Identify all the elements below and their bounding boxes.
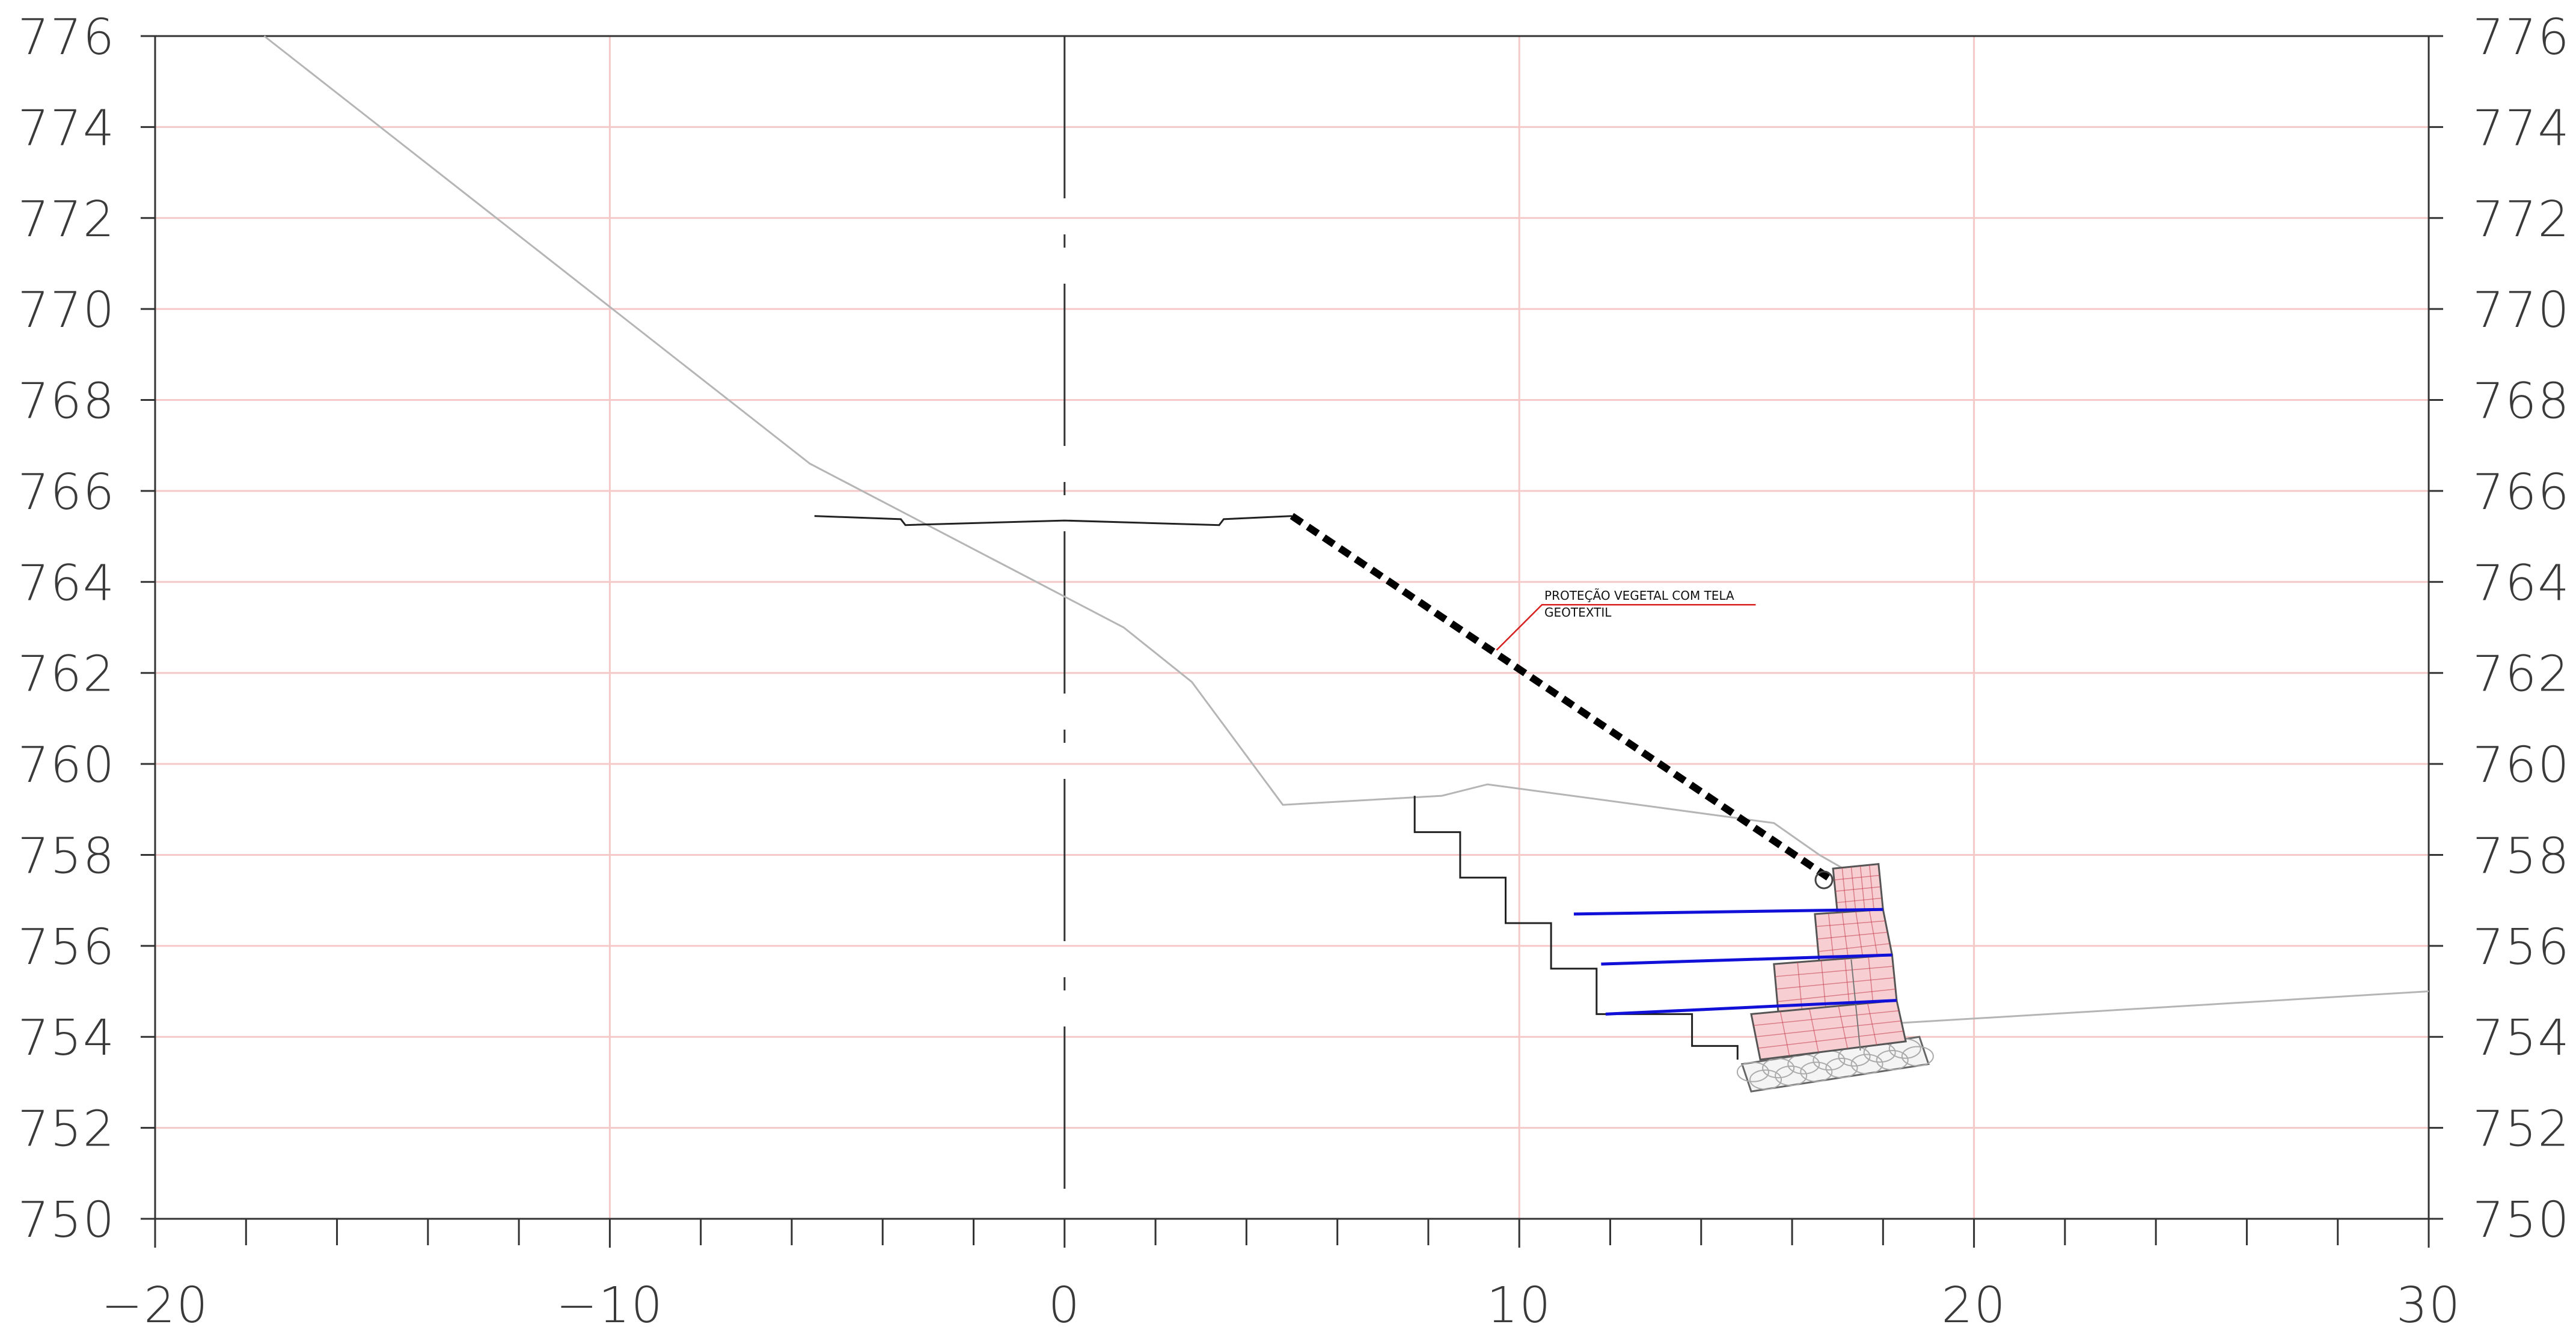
annotation-line-2: GEOTEXTIL	[1544, 605, 1612, 620]
platform-profile-line	[814, 515, 1293, 526]
x-tick-label: 0	[1048, 1277, 1081, 1333]
slope-protection-line	[1290, 513, 1831, 881]
y-tick-label-left: 750	[17, 1192, 115, 1249]
annotation-line-1: PROTEÇÃO VEGETAL COM TELA	[1544, 588, 1734, 603]
gabion-mesh-line	[1816, 920, 1886, 927]
y-tick-label-right: 754	[2473, 1010, 2571, 1067]
gabion-mesh-line	[1758, 1031, 1904, 1049]
y-tick-label-right: 766	[2473, 464, 2571, 521]
y-tick-label-right: 760	[2473, 737, 2571, 794]
foundation-stone	[1762, 1058, 1795, 1079]
y-tick-label-right: 776	[2473, 9, 2571, 66]
drain-pipe	[1814, 870, 1834, 889]
axes: 750 750 752 752 754 754 756 756 758 758 760 760 762 7…	[17, 9, 2571, 1334]
section-geometry	[263, 35, 2429, 1219]
annotation: PROTEÇÃO VEGETAL COM TELA GEOTEXTIL	[1496, 588, 1756, 651]
y-tick-label-left: 764	[17, 555, 115, 612]
gabion-mesh-line	[1834, 874, 1880, 880]
x-tick-label: 10	[1487, 1277, 1552, 1333]
x-tick-label: 30	[2396, 1277, 2461, 1333]
y-tick-label-left: 754	[17, 1010, 115, 1067]
gabion-mesh-line	[1755, 1020, 1901, 1037]
y-tick-label-right: 774	[2473, 100, 2571, 157]
foundation-stone	[1901, 1046, 1934, 1067]
y-tick-label-left: 756	[17, 919, 115, 976]
reinforcement-layer	[1601, 953, 1892, 966]
foundation-stone	[1876, 1050, 1909, 1071]
x-tick-label: −10	[556, 1277, 664, 1333]
y-tick-label-right: 772	[2473, 191, 2571, 248]
gabion-mesh-line	[1777, 989, 1896, 1002]
y-tick-label-left: 776	[17, 9, 115, 66]
y-tick-label-left: 752	[17, 1101, 115, 1158]
y-tick-label-right: 758	[2473, 828, 2571, 885]
annotation-leader	[1496, 603, 1756, 651]
gabion-mesh-line	[1775, 966, 1894, 977]
foundation-stone	[1736, 1061, 1769, 1082]
x-tick-label: −20	[101, 1277, 209, 1333]
gabion-mesh-line	[1753, 1010, 1899, 1026]
gabion-mesh-line	[1835, 886, 1881, 892]
y-tick-label-left: 766	[17, 464, 115, 521]
y-tick-label-right: 768	[2473, 373, 2571, 430]
gabion-mesh-line	[1836, 897, 1882, 903]
y-tick-label-right: 750	[2473, 1192, 2571, 1249]
y-tick-label-left: 770	[17, 282, 115, 339]
excavation-steps-line	[1413, 796, 1739, 1060]
x-tick-label: 20	[1941, 1277, 2006, 1333]
foundation-stone	[1749, 1069, 1782, 1090]
reinforcement-layer	[1573, 907, 1883, 916]
y-tick-label-left: 768	[17, 373, 115, 430]
foundation-stone	[1825, 1058, 1858, 1079]
gabion-mesh-line	[1818, 943, 1890, 953]
gabion-seam	[1850, 959, 1856, 1005]
grid	[155, 36, 2429, 1219]
reinforcement-layer	[1605, 999, 1897, 1016]
y-tick-label-right: 770	[2473, 282, 2571, 339]
existing-terrain-line	[263, 35, 2429, 1025]
y-tick-label-right: 764	[2473, 555, 2571, 612]
y-tick-label-left: 762	[17, 646, 115, 703]
foundation-stone	[1775, 1066, 1808, 1086]
foundation-stone	[1850, 1054, 1883, 1075]
gabion-seam	[1855, 1005, 1861, 1051]
y-tick-label-right: 762	[2473, 646, 2571, 703]
foundation-stone	[1800, 1061, 1833, 1082]
y-tick-label-left: 772	[17, 191, 115, 248]
y-tick-label-right: 756	[2473, 919, 2571, 976]
y-tick-label-left: 774	[17, 100, 115, 157]
gabion-mesh-line	[1817, 932, 1888, 940]
y-tick-label-left: 760	[17, 737, 115, 794]
gabion-mesh-line	[1776, 977, 1895, 990]
y-tick-label-left: 758	[17, 828, 115, 885]
y-tick-label-right: 752	[2473, 1101, 2571, 1158]
